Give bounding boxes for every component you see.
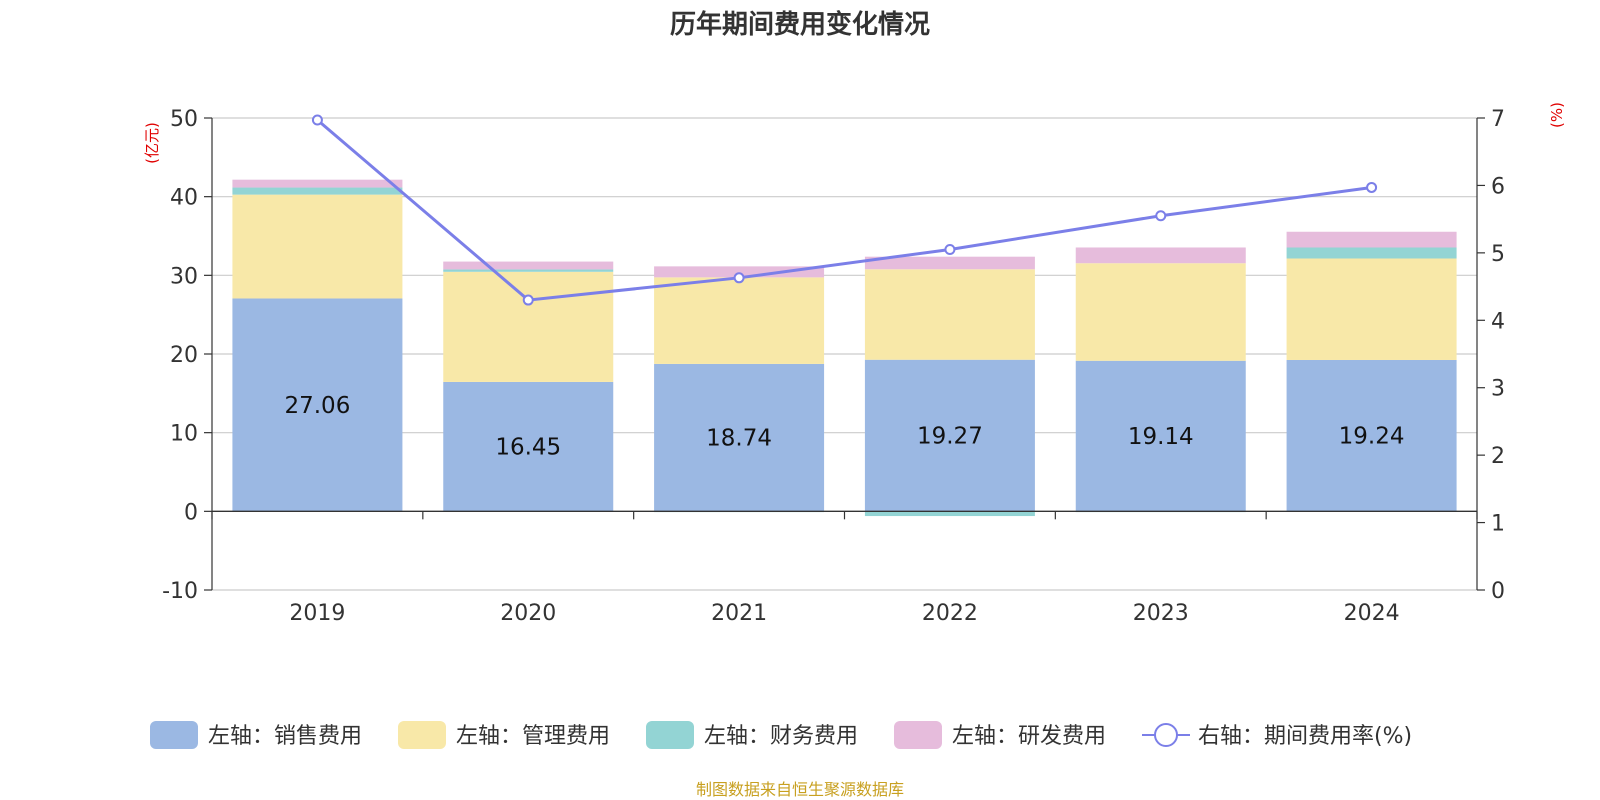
x-tick-label: 2020 xyxy=(500,601,556,626)
rate-point xyxy=(311,114,323,126)
right-tick-label: 1 xyxy=(1491,512,1505,537)
right-tick-label: 6 xyxy=(1491,174,1505,199)
legend-label: 左轴：财务费用 xyxy=(704,724,858,749)
legend-line-marker xyxy=(1154,723,1178,747)
left-tick-label: -10 xyxy=(162,579,198,604)
legend: 左轴：销售费用 左轴：管理费用 左轴：财务费用 左轴：研发费用 右轴：期间费用率(%) xyxy=(150,721,1412,749)
bar-segment xyxy=(443,269,614,272)
bar-data-label: 16.45 xyxy=(495,435,561,461)
x-tick-label: 2019 xyxy=(289,601,345,626)
bar-segment xyxy=(232,187,403,195)
x-tick-label: 2021 xyxy=(711,601,767,626)
bar-segment xyxy=(1075,360,1246,512)
left-tick-label: 20 xyxy=(170,343,198,368)
bar-data-label: 27.06 xyxy=(284,393,350,419)
bar-segment xyxy=(654,277,825,364)
left-axis-unit: (亿元) xyxy=(143,122,161,164)
bar-segment xyxy=(1286,258,1457,360)
legend-swatch xyxy=(894,721,942,749)
bar-segment xyxy=(443,381,614,512)
axes: -10 0 10 20 30 40 50 0 1 2 3 4 5 6 7 2019 2020 2021 2022 20… xyxy=(162,107,1505,626)
left-tick-label: 40 xyxy=(170,186,198,211)
bar-data-label: 19.24 xyxy=(1339,424,1405,450)
rate-line xyxy=(311,114,1378,306)
data-source-note: 制图数据来自恒生聚源数据库 xyxy=(695,780,904,799)
bar-segment xyxy=(654,266,825,278)
bar-segment xyxy=(864,359,1035,512)
left-tick-label: 10 xyxy=(170,422,198,447)
bar-segment xyxy=(443,261,614,270)
right-tick-label: 3 xyxy=(1491,377,1505,402)
rate-point xyxy=(733,272,745,284)
bar-segment xyxy=(1286,359,1457,512)
right-tick-label: 2 xyxy=(1491,444,1505,469)
rate-line-path xyxy=(316,118,1372,302)
right-tick-label: 4 xyxy=(1491,309,1505,334)
right-tick-label: 0 xyxy=(1491,579,1505,604)
bars xyxy=(232,179,1457,517)
bar-segment xyxy=(232,298,403,512)
bar-segment xyxy=(654,363,825,512)
bar-segment xyxy=(443,271,614,382)
legend-swatch xyxy=(646,721,694,749)
bar-segment xyxy=(232,179,403,188)
legend-swatch xyxy=(150,721,198,749)
bar-segment xyxy=(864,256,1035,270)
x-tick-label: 2022 xyxy=(922,601,978,626)
left-tick-label: 50 xyxy=(170,107,198,132)
bar-segment xyxy=(1286,231,1457,248)
rate-point xyxy=(1155,210,1167,222)
bar-segment xyxy=(1075,247,1246,264)
rate-point xyxy=(522,294,534,306)
left-tick-label: 30 xyxy=(170,264,198,289)
legend-label: 左轴：研发费用 xyxy=(952,724,1106,749)
bar-segment xyxy=(232,194,403,299)
bar-segment xyxy=(864,511,1035,517)
x-tick-label: 2023 xyxy=(1133,601,1189,626)
right-axis-unit: (%) xyxy=(1548,102,1566,128)
right-tick-label: 5 xyxy=(1491,242,1505,267)
bar-segment xyxy=(1075,263,1246,361)
rate-point xyxy=(944,243,956,255)
x-tick-label: 2024 xyxy=(1344,601,1400,626)
bar-data-label: 19.27 xyxy=(917,424,983,450)
legend-label: 右轴：期间费用率(%) xyxy=(1198,724,1412,749)
bar-segment xyxy=(1286,247,1457,259)
chart-title: 历年期间费用变化情况 xyxy=(669,10,930,40)
left-tick-label: 0 xyxy=(184,500,198,525)
legend-label: 左轴：管理费用 xyxy=(456,724,610,749)
data-labels: 27.06 16.45 18.74 19.27 19.14 19.24 xyxy=(284,393,1404,461)
legend-label: 左轴：销售费用 xyxy=(208,724,362,749)
bar-data-label: 18.74 xyxy=(706,426,772,452)
bar-data-label: 19.14 xyxy=(1128,424,1194,450)
rate-point xyxy=(1366,181,1378,193)
right-tick-label: 7 xyxy=(1491,107,1505,132)
legend-swatch xyxy=(398,721,446,749)
bar-segment xyxy=(864,269,1035,360)
grid-lines xyxy=(212,117,1477,591)
